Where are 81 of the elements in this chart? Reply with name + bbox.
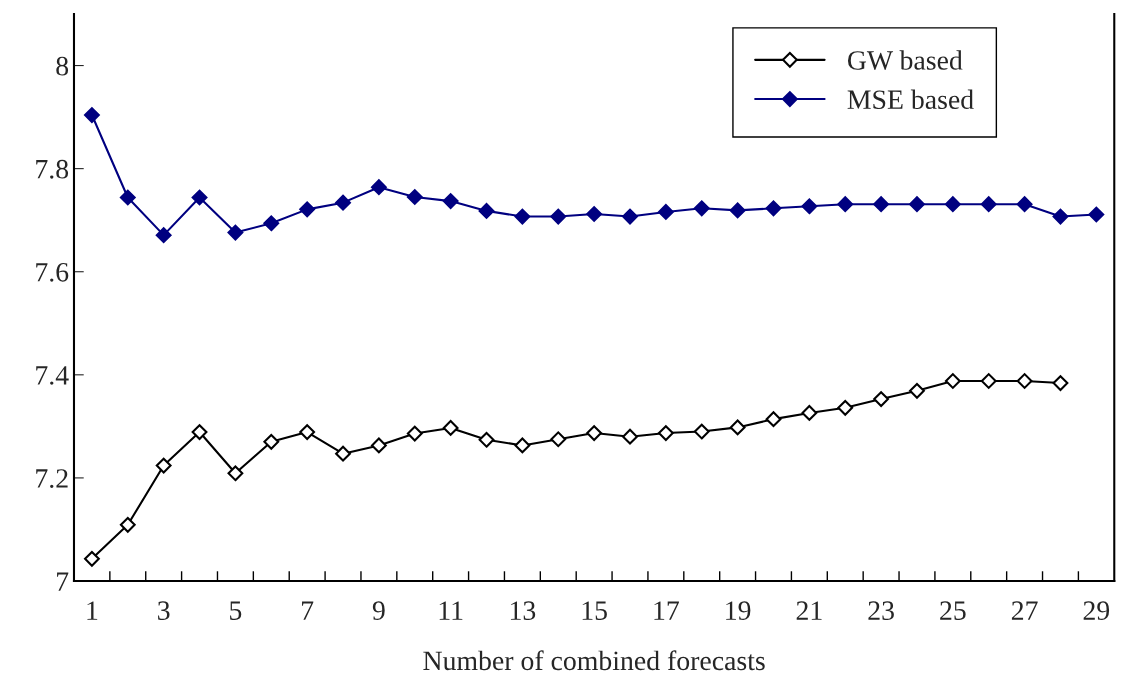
x-tick-label: 17 [654, 601, 679, 620]
point [514, 437, 531, 454]
x-tick-label: 7 [302, 601, 314, 620]
point [944, 373, 961, 389]
point [478, 431, 495, 448]
x-tick-label: 29 [1083, 601, 1110, 620]
y-tick-label: 7.6 [36, 262, 69, 282]
point [1016, 373, 1033, 389]
point [263, 433, 280, 450]
point [335, 194, 351, 211]
point [801, 198, 818, 215]
point [335, 445, 351, 462]
point [837, 399, 854, 416]
point [1016, 196, 1033, 213]
legend-label: MSE based [847, 89, 974, 110]
point [586, 425, 603, 441]
point [406, 425, 423, 442]
point [299, 424, 316, 440]
point [837, 196, 854, 213]
y-tick-label: 8 [56, 56, 69, 76]
point [84, 107, 100, 123]
point [227, 465, 244, 482]
x-tick-label: 25 [940, 601, 966, 620]
point [155, 457, 172, 474]
point [550, 208, 567, 225]
point [873, 196, 890, 213]
point [84, 550, 100, 567]
x-tick-label: 21 [796, 601, 822, 620]
x-tick-label: 3 [158, 601, 170, 620]
x-axis-title: Number of combined forecasts [423, 650, 765, 671]
point [442, 193, 459, 210]
x-tick-label: 1 [87, 601, 98, 620]
point [550, 431, 567, 448]
point [657, 425, 674, 441]
x-tick-label: 19 [726, 601, 751, 620]
point [586, 206, 603, 222]
point [119, 516, 136, 533]
point [299, 201, 316, 218]
point [155, 227, 172, 244]
point [622, 428, 638, 445]
point [119, 189, 136, 206]
point [729, 419, 746, 436]
point [693, 423, 710, 440]
point [514, 208, 531, 225]
point [657, 204, 674, 220]
point [1052, 208, 1069, 225]
point [909, 382, 925, 399]
point [227, 224, 244, 241]
x-tick-label: 9 [372, 601, 385, 620]
x-tick-label: 11 [439, 601, 463, 620]
point [980, 196, 997, 213]
x-tick-label: 27 [1011, 601, 1038, 620]
point [406, 189, 423, 205]
point [765, 411, 782, 428]
point [765, 200, 782, 217]
legend-label: GW based [847, 50, 963, 70]
y-tick-label: 7.2 [36, 469, 68, 488]
point [370, 437, 387, 454]
point [693, 200, 710, 217]
point [442, 420, 459, 436]
point [622, 208, 638, 225]
point [1088, 206, 1105, 223]
point [801, 405, 818, 421]
y-tick-label: 7.8 [36, 159, 69, 179]
point [729, 202, 746, 219]
point [873, 391, 890, 407]
y-tick-label: 7.4 [36, 366, 69, 385]
point [370, 179, 387, 196]
x-tick-label: 23 [868, 601, 894, 620]
point [478, 202, 495, 219]
point [909, 196, 925, 213]
point [263, 215, 280, 232]
x-tick-label: 15 [582, 601, 607, 620]
point [191, 424, 208, 440]
point [1052, 375, 1069, 391]
x-tick-label: 5 [230, 601, 242, 620]
y-tick-label: 7 [57, 572, 69, 591]
point [191, 189, 208, 206]
x-tick-label: 13 [510, 601, 536, 620]
point [980, 373, 997, 389]
point [944, 196, 961, 213]
